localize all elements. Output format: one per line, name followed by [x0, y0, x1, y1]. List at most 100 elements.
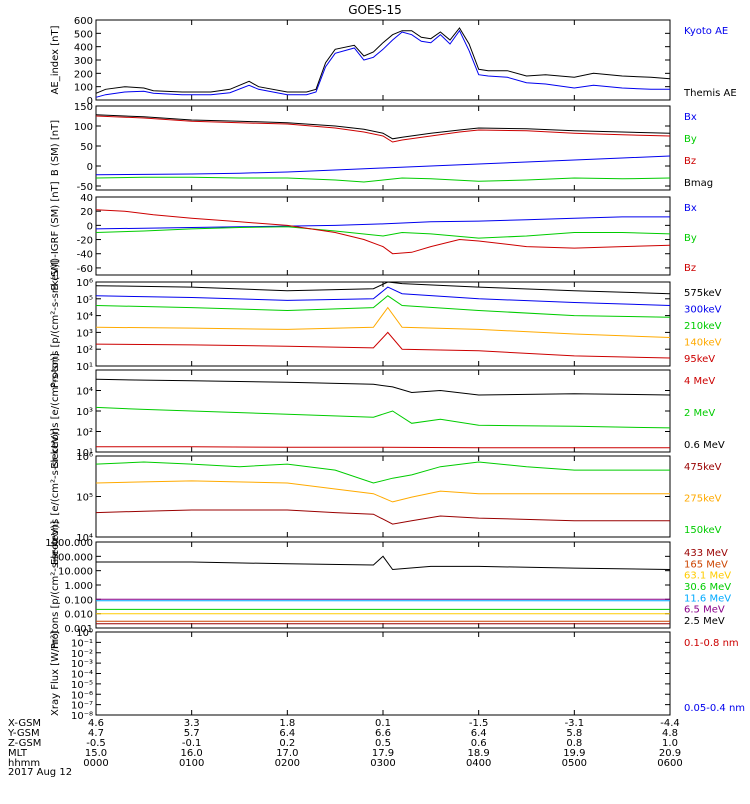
series-line-3	[95, 461, 670, 484]
y-axis-label: Electrons [e/(cm²-s-sr)]	[50, 353, 61, 469]
series-line-5	[95, 331, 671, 359]
series-line-1	[95, 29, 670, 98]
ephemeris-value: 20.9	[659, 748, 681, 759]
panel-frame	[95, 455, 671, 538]
legend-label: Bz	[684, 156, 696, 167]
y-tick-label: 0	[87, 162, 93, 173]
ephemeris-value: 0500	[562, 758, 587, 769]
y-tick-label: -60	[77, 264, 93, 275]
y-axis-label: B (SM) [nT]	[50, 120, 61, 176]
y-tick-label: 10⁻³	[71, 659, 93, 670]
series-line-1	[95, 509, 670, 525]
series-line-1	[96, 446, 670, 449]
y-axis-label: Electrons [e/(cm²-s-sr-keV)]	[50, 428, 61, 565]
y-tick-label: 0.001	[64, 624, 93, 635]
ephemeris-value: 6.4	[279, 728, 295, 739]
legend-label: 433 MeV	[684, 548, 728, 559]
ephemeris-value: 5.8	[566, 728, 582, 739]
ephemeris-value: 0.8	[566, 738, 582, 749]
ephemeris-value: 4.7	[88, 728, 104, 739]
ephemeris-value: 6.4	[471, 728, 487, 739]
legend-label: 575keV	[684, 288, 722, 299]
series-line-2	[95, 286, 671, 306]
legend-label: 63.1 MeV	[684, 571, 731, 582]
y-tick-label: 10³	[76, 407, 93, 418]
legend-label: By	[684, 233, 697, 244]
y-tick-label: 0.010	[64, 610, 93, 621]
panel-7: 0.001 0.010 0.100 1.000 10.000 100.000 1000.00…	[45, 521, 731, 649]
ephemeris-value: 0.2	[279, 738, 295, 749]
y-tick-label: 0	[87, 96, 93, 107]
series-line-2	[95, 176, 671, 183]
series-line-1	[95, 155, 671, 176]
ephemeris-value: 0000	[83, 758, 108, 769]
y-tick-label: 500	[74, 29, 93, 40]
legend-label: 0.1-0.8 nm	[684, 638, 739, 649]
y-tick-label: 10⁻⁶	[71, 690, 93, 701]
chart-title: GOES-15	[348, 3, 402, 17]
y-tick-label: 10⁴	[76, 312, 93, 323]
legend-label: 140keV	[684, 338, 722, 349]
y-tick-label: -50	[77, 182, 93, 193]
series-line-1	[95, 216, 670, 230]
legend-label: 275keV	[684, 494, 722, 505]
legend-label: 11.6 MeV	[684, 593, 731, 604]
ephemeris-value: 4.6	[88, 718, 104, 729]
y-tick-label: 10¹	[76, 448, 93, 459]
ephemeris-value: 0400	[466, 758, 491, 769]
y-tick-label: 10⁴	[76, 387, 93, 398]
y-tick-label: 200	[74, 69, 93, 80]
y-tick-label: 20	[80, 207, 93, 218]
ephemeris-value: 4.8	[662, 728, 678, 739]
ephemeris-row-label: X-GSM	[8, 718, 41, 729]
series-line-3	[95, 378, 671, 396]
panel-6: 10⁴ 10⁵ 10⁶ Electrons [e/(cm²-s-sr-keV)] 475…	[50, 428, 722, 565]
ephemeris-value: 0100	[179, 758, 204, 769]
legend-label: Bx	[684, 112, 697, 123]
panel-3: -60 -40 -20 0 20 40 B (SM)-IGRF (SM) [nT] Bx By B…	[50, 181, 697, 290]
y-tick-label: 100	[74, 83, 93, 94]
ephemeris-value: 0200	[275, 758, 300, 769]
y-axis-label: Xray Flux [W/m²]	[50, 631, 61, 716]
panel-frame	[95, 281, 671, 367]
ephemeris-value: -0.5	[86, 738, 106, 749]
ephemeris-value: 16.0	[181, 748, 203, 759]
legend-label: 0.6 MeV	[684, 440, 725, 451]
legend-label: 475keV	[684, 462, 722, 473]
legend-label: 30.6 MeV	[684, 582, 731, 593]
y-tick-label: 600	[74, 16, 93, 27]
y-tick-label: 10⁻¹	[71, 638, 93, 649]
ephemeris-value: 0.5	[375, 738, 391, 749]
ephemeris-value: 0600	[657, 758, 682, 769]
y-tick-label: 10⁻⁸	[71, 711, 93, 722]
ephemeris-value: 5.7	[184, 728, 200, 739]
legend-label: 2.5 MeV	[684, 616, 725, 627]
legend-label: 4 MeV	[684, 376, 715, 387]
ephemeris-value: 0.1	[375, 718, 391, 729]
legend-label: 165 MeV	[684, 559, 728, 570]
ephemeris-value: 6.6	[375, 728, 391, 739]
y-tick-label: 10⁵	[76, 295, 93, 306]
panel-frame	[95, 541, 671, 629]
ephemeris-row-label: hhmm	[8, 758, 40, 769]
y-tick-label: 40	[80, 193, 93, 204]
y-tick-label: 10⁻⁷	[71, 701, 93, 712]
series-line-3	[95, 209, 671, 255]
y-tick-label: 50	[80, 142, 93, 153]
y-tick-label: 10⁻²	[71, 649, 93, 660]
legend-label: 0.05-0.4 nm	[684, 703, 745, 714]
legend-label: 300keV	[684, 305, 722, 316]
legend-label: Kyoto AE	[684, 26, 728, 37]
series-line-1	[95, 281, 671, 295]
y-axis-label: Protons [p/(cm²-s-sr-keV)]	[50, 260, 61, 388]
series-line-4	[95, 114, 671, 140]
y-axis-label: B (SM)-IGRF (SM) [nT]	[50, 181, 61, 290]
y-tick-label: 10¹	[76, 362, 93, 373]
ephemeris-value: 18.9	[468, 748, 490, 759]
ephemeris-value: -4.4	[660, 718, 680, 729]
ephemeris-value: -3.1	[565, 718, 585, 729]
y-tick-label: 10⁻⁵	[71, 680, 93, 691]
panel-frame	[95, 19, 671, 101]
